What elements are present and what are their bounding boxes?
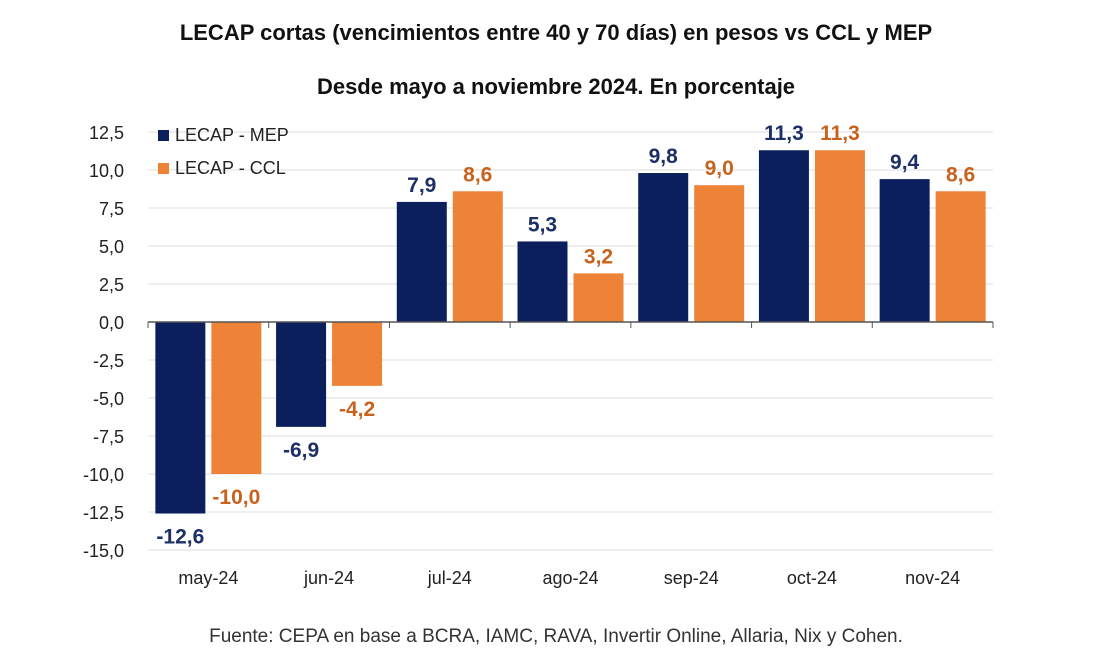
bar-ccl <box>573 273 624 322</box>
bar-mep <box>276 322 327 427</box>
x-tick-label: oct-24 <box>787 568 837 588</box>
data-label: -12,6 <box>156 526 204 549</box>
source-note: Fuente: CEPA en base a BCRA, IAMC, RAVA,… <box>209 626 903 647</box>
y-tick-label: -2,5 <box>93 351 124 371</box>
y-tick-label: 5,0 <box>99 237 124 257</box>
legend-label: LECAP - CCL <box>175 158 286 178</box>
y-tick-label: 2,5 <box>99 275 124 295</box>
x-tick-label: jun-24 <box>303 568 354 588</box>
bar-ccl <box>935 191 986 322</box>
y-tick-label: 7,5 <box>99 199 124 219</box>
data-label: -4,2 <box>339 398 375 421</box>
bar-chart: 12,5 10,0 7,5 5,0 2,5 0,0 -2,5 -5,0 -7,5 -10,0 -12… <box>83 122 994 588</box>
data-label: -6,9 <box>283 439 319 462</box>
y-tick-label: -12,5 <box>83 503 124 523</box>
bar-ccl <box>452 191 503 322</box>
bar-ccl <box>211 322 262 474</box>
bar-mep <box>758 150 809 322</box>
data-label: 9,4 <box>890 151 920 174</box>
bar-mep <box>517 241 568 322</box>
y-tick-label: 12,5 <box>89 123 124 143</box>
data-label: 3,2 <box>584 245 613 268</box>
x-tick-label: ago-24 <box>542 568 598 588</box>
legend-swatch <box>158 130 169 141</box>
y-tick-label: 0,0 <box>99 313 124 333</box>
data-label: 7,9 <box>407 174 436 197</box>
data-label: -10,0 <box>212 486 260 509</box>
chart-title: LECAP cortas (vencimientos entre 40 y 70… <box>179 20 933 45</box>
bar-ccl <box>332 322 383 386</box>
y-tick-label: -15,0 <box>83 541 124 561</box>
bar-mep <box>396 201 447 322</box>
data-label: 9,8 <box>649 145 679 168</box>
data-label: 8,6 <box>946 163 975 186</box>
data-label: 11,3 <box>764 122 804 145</box>
y-tick-label: 10,0 <box>89 161 124 181</box>
y-tick-label: -10,0 <box>83 465 124 485</box>
legend-swatch <box>158 163 169 174</box>
data-label: 11,3 <box>820 122 860 145</box>
data-label: 5,3 <box>528 213 557 236</box>
data-label: 8,6 <box>463 163 492 186</box>
data-label: 9,0 <box>705 157 734 180</box>
bar-mep <box>155 322 206 514</box>
chart-subtitle: Desde mayo a noviembre 2024. En porcenta… <box>316 74 796 99</box>
bar-mep <box>879 179 930 322</box>
x-tick-label: sep-24 <box>664 568 719 588</box>
bar-ccl <box>694 185 745 322</box>
y-tick-label: -5,0 <box>93 389 124 409</box>
x-tick-label: jul-24 <box>427 568 472 588</box>
bar-mep <box>638 173 689 322</box>
legend-label: LECAP - MEP <box>175 125 289 145</box>
y-tick-label: -7,5 <box>93 427 124 447</box>
x-tick-label: nov-24 <box>905 568 960 588</box>
x-tick-label: may-24 <box>178 568 238 588</box>
bar-ccl <box>814 150 865 322</box>
